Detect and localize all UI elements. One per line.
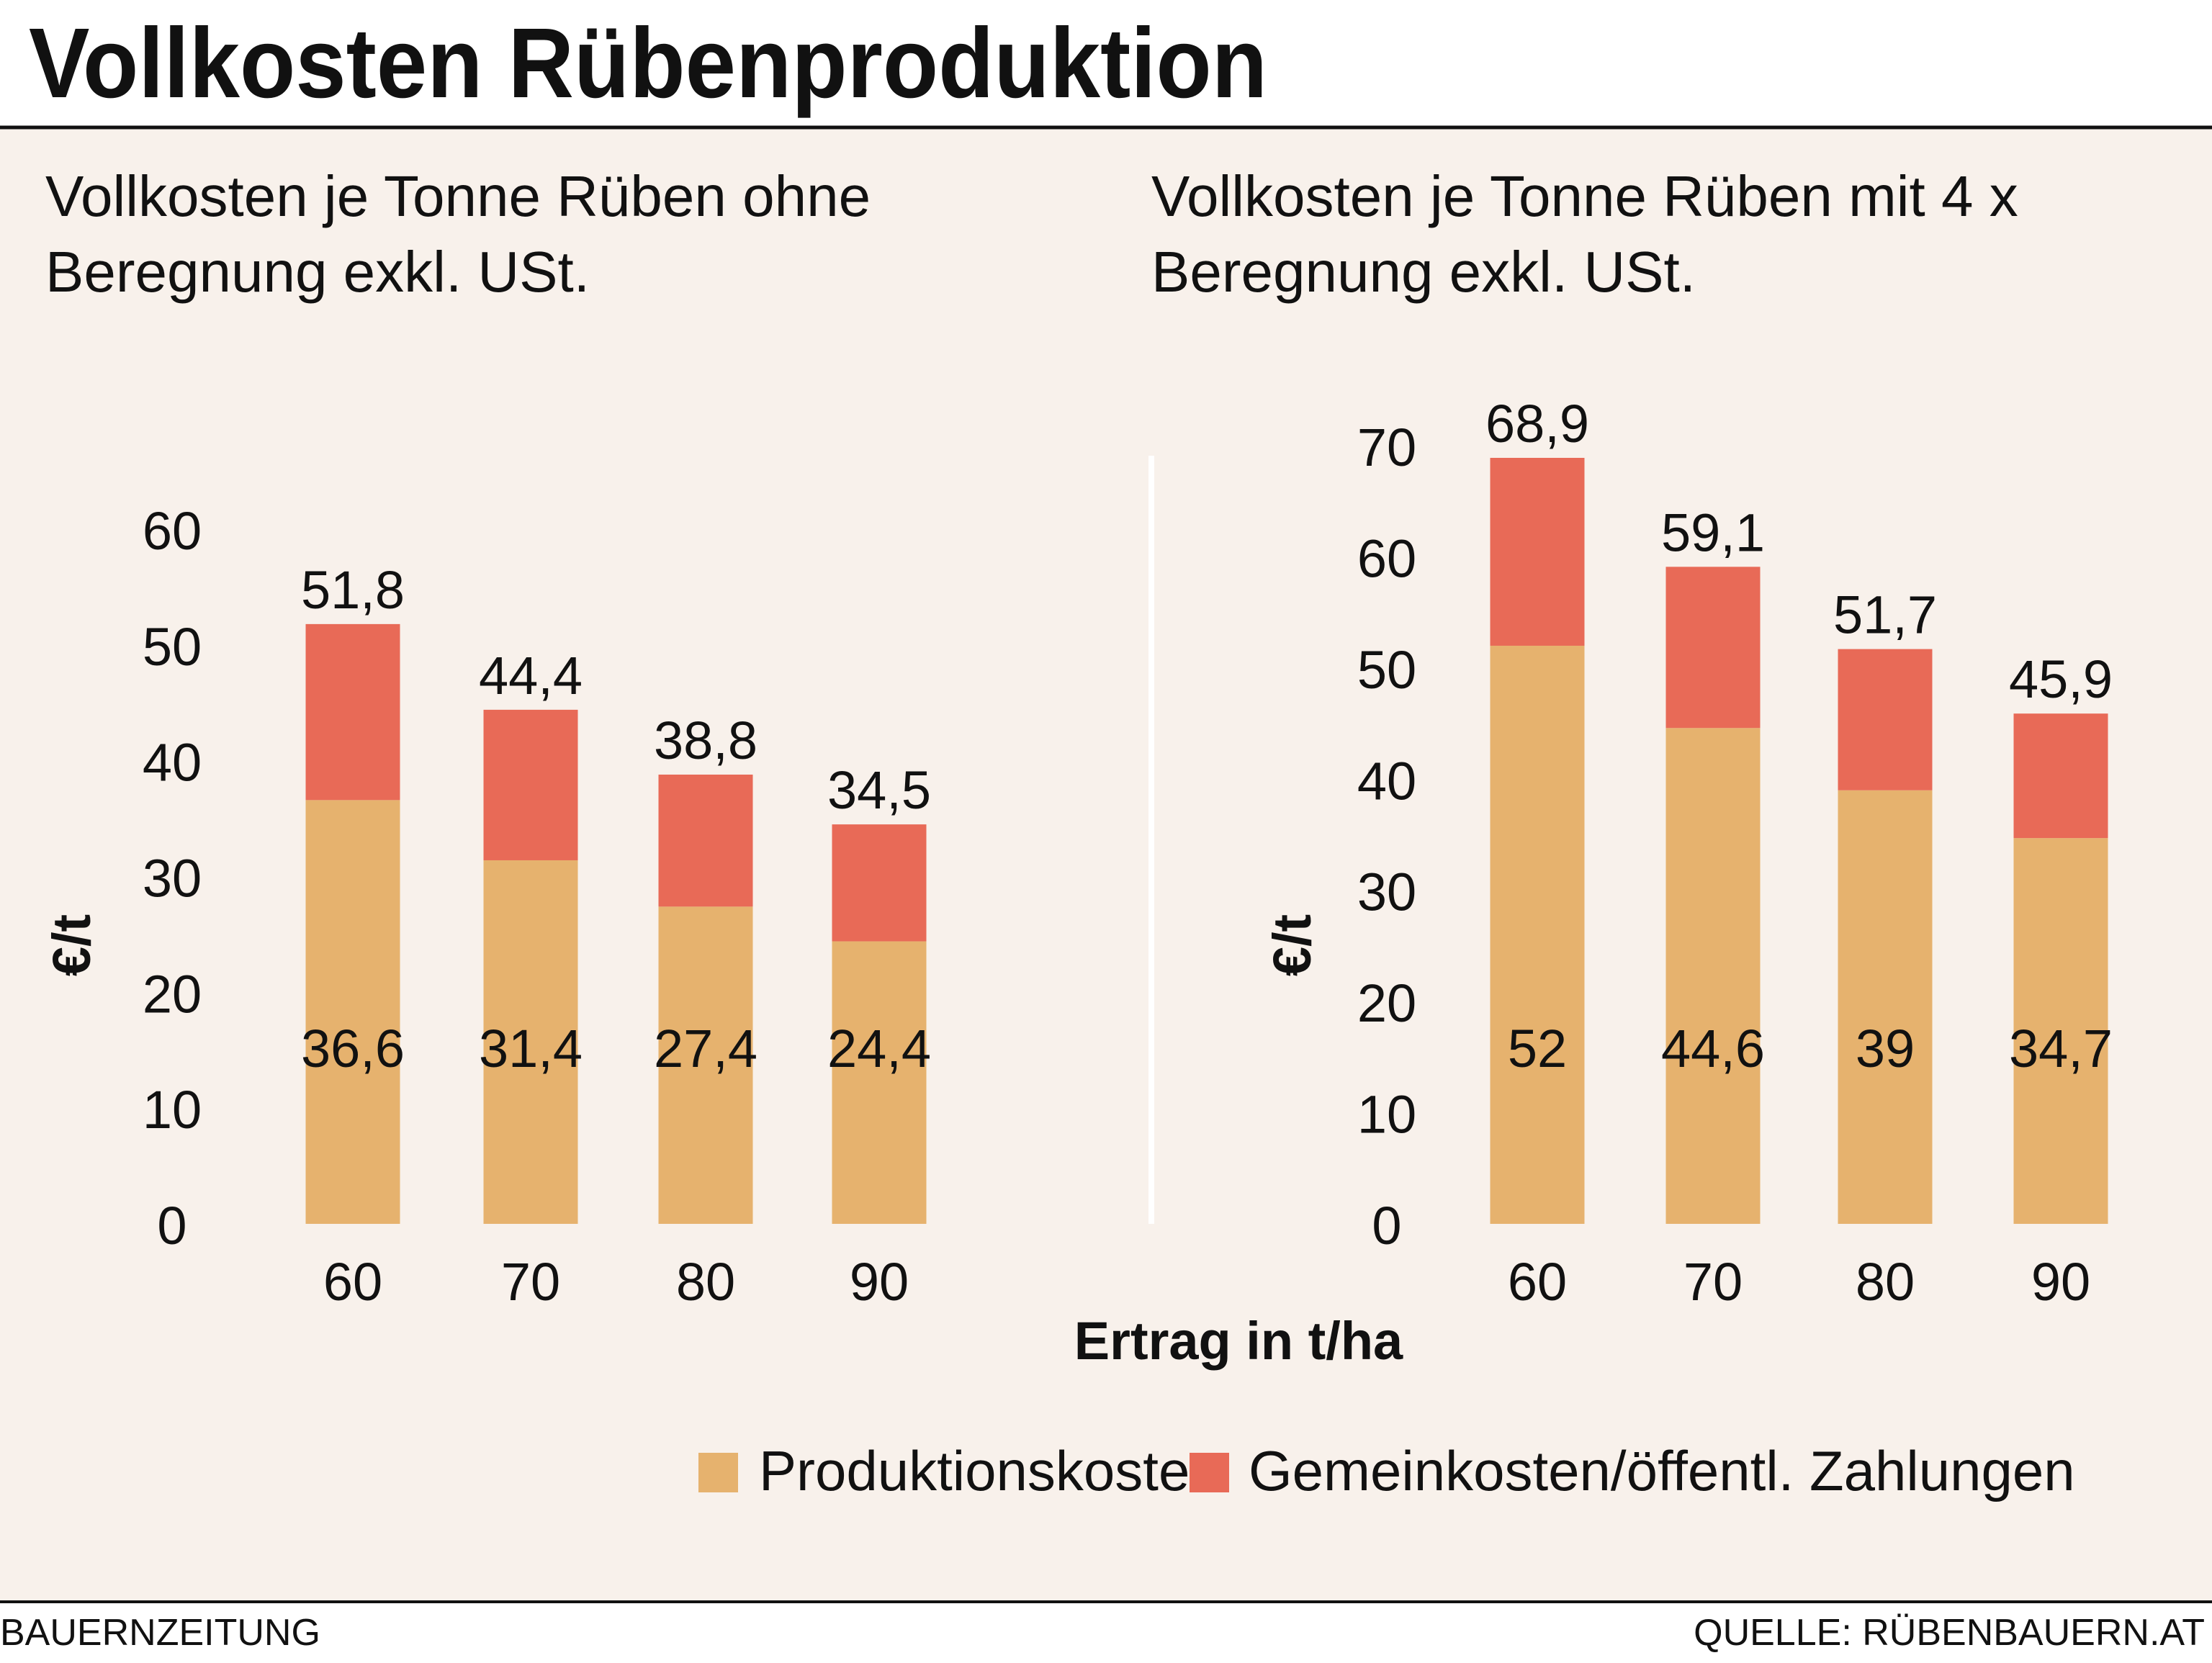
right-chart-title-line-2: Beregnung exkl. USt.	[1151, 240, 1696, 304]
left-bar-total-label: 44,4	[479, 646, 583, 706]
right-y-tick-label: 60	[1357, 528, 1416, 588]
right-x-tick-label: 90	[2031, 1252, 2090, 1312]
left-bar-total-label: 34,5	[827, 760, 931, 820]
left-x-tick-label: 60	[323, 1252, 382, 1312]
left-bar-produktionskosten	[658, 906, 753, 1224]
left-bar-produktionskosten	[305, 800, 400, 1224]
footer-publisher: BAUERNZEITUNG	[0, 1612, 320, 1654]
right-bar-value-label: 34,7	[2009, 1019, 2113, 1078]
left-y-tick-label: 50	[143, 617, 202, 677]
left-bar-total-label: 38,8	[654, 711, 757, 770]
left-y-tick-label: 20	[143, 964, 202, 1024]
left-bar-produktionskosten	[483, 860, 578, 1224]
left-bar-gemeinkosten	[832, 824, 927, 942]
right-bar-total-label: 59,1	[1661, 502, 1765, 562]
legend-swatch-gemeinkosten	[1190, 1453, 1229, 1492]
left-bar-value-label: 24,4	[827, 1019, 931, 1078]
right-x-tick-label: 80	[1856, 1252, 1915, 1312]
right-y-tick-label: 0	[1372, 1196, 1401, 1256]
right-bar-gemeinkosten	[1490, 457, 1585, 646]
right-bar-total-label: 51,7	[1833, 585, 1937, 645]
left-bar-total-label: 51,8	[301, 560, 405, 620]
right-bar-gemeinkosten	[1838, 649, 1933, 790]
right-y-tick-label: 20	[1357, 973, 1416, 1033]
legend-label-produktionskosten: Produktionskosten	[759, 1439, 1221, 1502]
left-bar-produktionskosten	[832, 941, 927, 1224]
right-bar-value-label: 39	[1856, 1019, 1915, 1078]
right-y-tick-label: 10	[1357, 1085, 1416, 1145]
right-bar-total-label: 68,9	[1485, 394, 1589, 454]
left-bar-gemeinkosten	[483, 709, 578, 860]
right-bar-value-label: 52	[1508, 1019, 1567, 1078]
right-y-tick-label: 70	[1357, 418, 1416, 477]
right-bar-produktionskosten	[1665, 728, 1761, 1224]
right-y-tick-label: 50	[1357, 640, 1416, 700]
left-bar-gemeinkosten	[658, 774, 753, 907]
left-bar-gemeinkosten	[305, 623, 400, 801]
left-y-tick-label: 0	[157, 1196, 186, 1256]
left-x-tick-label: 70	[501, 1252, 560, 1312]
right-x-tick-label: 70	[1683, 1252, 1743, 1312]
right-bar-gemeinkosten	[1665, 567, 1761, 729]
left-y-tick-label: 60	[143, 501, 202, 561]
right-bar-gemeinkosten	[2013, 713, 2108, 839]
right-bar-total-label: 45,9	[2009, 649, 2113, 709]
right-bar-value-label: 44,6	[1661, 1019, 1765, 1078]
left-x-tick-label: 80	[676, 1252, 735, 1312]
right-bar-produktionskosten	[2013, 838, 2108, 1224]
legend-swatch-produktionskosten	[698, 1453, 738, 1492]
right-y-axis-label: €/t	[1262, 914, 1322, 976]
left-y-tick-label: 30	[143, 849, 202, 909]
left-y-tick-label: 10	[143, 1080, 202, 1140]
x-axis-label: Ertrag in t/ha	[1074, 1311, 1403, 1371]
right-bar-produktionskosten	[1490, 645, 1585, 1224]
right-y-tick-label: 40	[1357, 751, 1416, 811]
page-title: Vollkosten Rübenproduktion	[29, 8, 1267, 119]
left-bar-value-label: 31,4	[479, 1019, 583, 1078]
left-chart-title-line-1: Vollkosten je Tonne Rüben ohne	[45, 164, 871, 228]
legend-label-gemeinkosten: Gemeinkosten/öffentl. Zahlungen	[1249, 1439, 2075, 1502]
left-chart-title-line-2: Beregnung exkl. USt.	[45, 240, 590, 304]
right-x-tick-label: 60	[1508, 1252, 1567, 1312]
left-bar-value-label: 36,6	[301, 1019, 405, 1078]
left-y-axis-label: €/t	[42, 914, 102, 976]
right-bar-produktionskosten	[1838, 790, 1933, 1224]
right-y-tick-label: 30	[1357, 862, 1416, 922]
left-y-tick-label: 40	[143, 733, 202, 793]
left-x-tick-label: 90	[850, 1252, 909, 1312]
footer-source: QUELLE: RÜBENBAUERN.AT	[1694, 1612, 2205, 1654]
left-bar-value-label: 27,4	[654, 1019, 757, 1078]
right-chart-title-line-1: Vollkosten je Tonne Rüben mit 4 x	[1151, 164, 2018, 228]
